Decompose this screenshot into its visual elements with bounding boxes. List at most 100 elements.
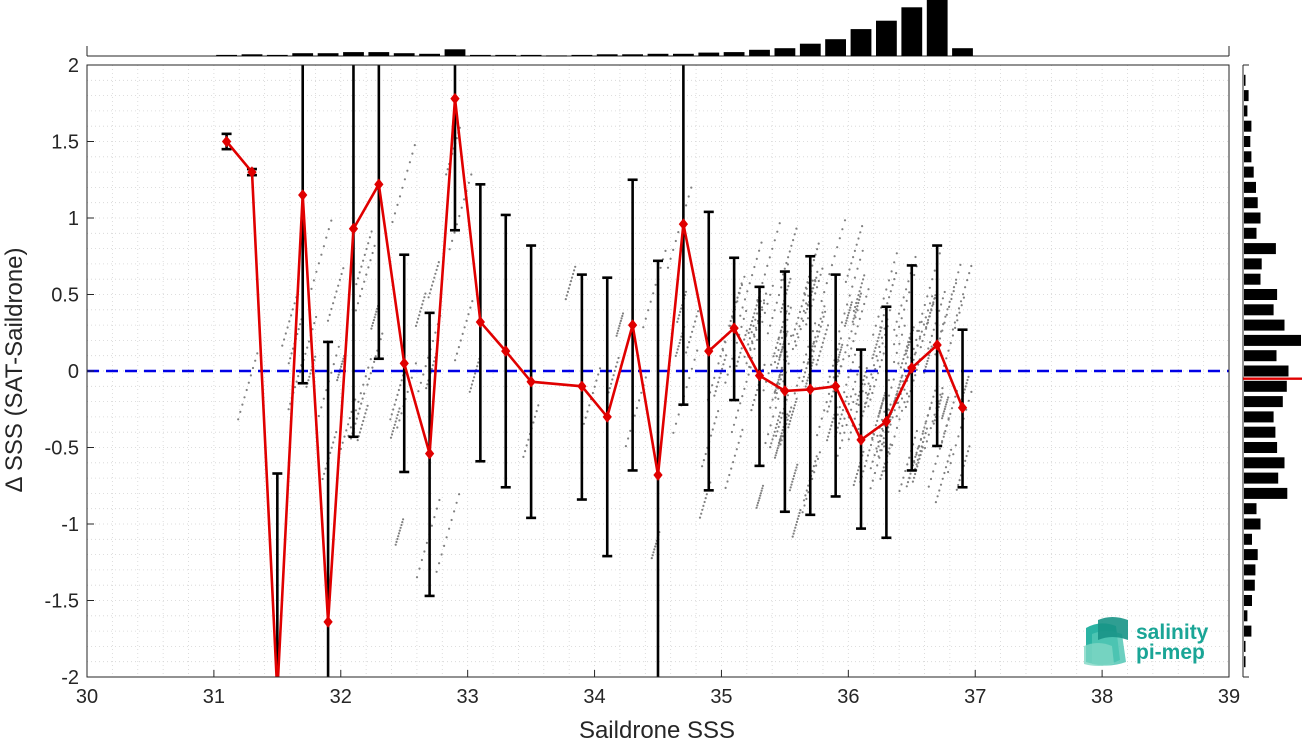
scatter-point [619,319,623,322]
scatter-point [806,379,809,382]
scatter-point [315,270,318,273]
scatter-point [468,390,471,393]
scatter-point [613,369,616,372]
scatter-point [792,239,795,242]
scatter-point [786,418,789,421]
scatter-point [764,441,767,445]
scatter-point [860,282,864,285]
scatter-point [875,447,878,450]
scatter-point [798,325,801,328]
scatter-point [437,261,440,264]
scatter-point [307,340,311,343]
scatter-point [838,330,841,333]
scatter-point [814,460,817,463]
scatter-point [938,402,941,405]
scatter-point [890,270,893,273]
scatter-point [852,309,856,312]
scatter-point [812,465,816,468]
scatter-point [773,239,776,242]
scatter-point [831,364,835,367]
scatter-point [400,379,403,382]
scatter-point [777,348,780,352]
scatter-point [948,454,951,457]
top-histogram-bar [419,53,440,56]
scatter-point [726,480,729,483]
y-tick-label: 1.5 [51,132,79,154]
scatter-point [914,455,917,458]
right-histogram-bar [1244,426,1276,438]
scatter-point [925,427,929,430]
scatter-point [952,453,955,456]
scatter-point [327,228,330,231]
scatter-point [948,305,951,308]
scatter-point [815,464,818,467]
scatter-point [471,379,475,382]
scatter-point [813,279,817,282]
scatter-point [533,415,537,418]
scatter-point [367,366,370,369]
scatter-point [883,410,886,413]
scatter-point [397,535,400,538]
scatter-point [811,477,814,480]
scatter-point [758,249,761,252]
scatter-point [608,387,611,390]
scatter-point [786,263,790,266]
scatter-point [753,398,756,402]
scatter-point [771,284,774,287]
scatter-point [928,286,931,289]
scatter-point [882,441,885,444]
scatter-point [394,543,397,546]
scatter-point [686,346,689,349]
scatter-point [649,300,652,303]
scatter-point [892,378,895,381]
scatter-point [769,293,772,296]
scatter-point [897,386,900,389]
scatter-point [874,324,877,327]
scatter-point [846,316,849,320]
scatter-point [906,481,910,484]
scatter-point [887,430,890,433]
scatter-point [871,391,874,395]
scatter-point [793,472,796,475]
scatter-point [779,411,782,414]
scatter-point [816,335,820,338]
scatter-point [767,372,770,375]
scatter-point [654,542,658,545]
scatter-point [927,485,930,488]
scatter-point [943,321,946,324]
scatter-point [932,303,935,306]
scatter-point [780,366,784,369]
scatter-point [610,382,613,385]
scatter-point [750,409,753,412]
scatter-point [853,276,857,279]
scatter-point [358,407,361,410]
scatter-point [903,388,906,391]
scatter-point [416,321,419,324]
scatter-point [790,334,793,337]
scatter-point [819,273,822,276]
scatter-point [947,349,950,352]
scatter-point [751,274,754,277]
scatter-point [877,315,880,318]
scatter-point [320,406,323,409]
y-tick-label: -2 [61,667,79,689]
scatter-point [788,312,791,315]
scatter-point [783,267,786,270]
scatter-point [876,419,879,422]
scatter-point [854,332,857,335]
scatter-point [854,380,857,383]
scatter-point [797,336,800,339]
scatter-point [766,264,769,267]
scatter-point [314,355,317,358]
scatter-point [847,438,850,441]
scatter-point [777,378,780,381]
scatter-point [812,358,815,361]
scatter-point [945,403,948,406]
scatter-point [811,290,814,293]
scatter-point [432,280,435,283]
scatter-point [803,292,806,295]
scatter-point [756,504,759,507]
scatter-point [349,426,352,429]
scatter-point [917,329,921,332]
scatter-point [525,444,528,447]
